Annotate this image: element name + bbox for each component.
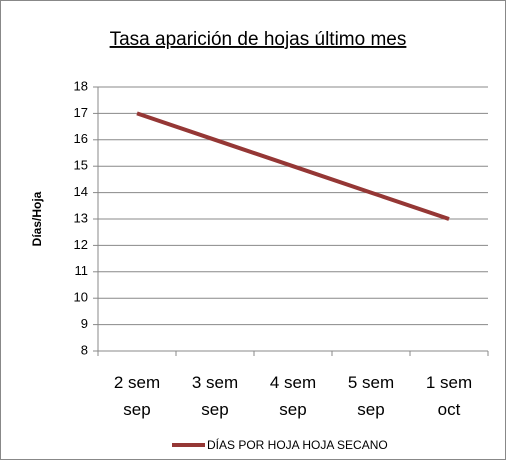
x-tick-label: 2 sem sep xyxy=(113,373,161,419)
y-tick-label: 10 xyxy=(74,290,88,305)
y-tick-label: 18 xyxy=(74,78,88,93)
chart-title: Tasa aparición de hojas último mes xyxy=(110,29,407,50)
y-axis-label: Días/Hoja xyxy=(30,191,44,246)
y-tick-label: 14 xyxy=(74,184,88,199)
data-line xyxy=(136,111,450,221)
x-tick-label: 3 sem sep xyxy=(191,373,239,419)
y-tick-label: 17 xyxy=(74,105,88,120)
y-tick-label: 15 xyxy=(74,158,88,173)
y-tick-label: 16 xyxy=(74,131,88,146)
x-tick-label: 4 sem sep xyxy=(269,373,317,419)
x-tick-label: 5 sem sep xyxy=(347,373,395,419)
y-tick-label: 13 xyxy=(74,210,88,225)
legend-label: DÍAS POR HOJA HOJA SECANO xyxy=(207,437,388,452)
y-tick-label: 12 xyxy=(74,237,88,252)
x-tick-label: 1 sem oct xyxy=(425,373,473,419)
y-tick-label: 8 xyxy=(81,342,88,357)
y-tick-label: 9 xyxy=(81,316,88,331)
y-tick-label: 11 xyxy=(75,263,89,278)
